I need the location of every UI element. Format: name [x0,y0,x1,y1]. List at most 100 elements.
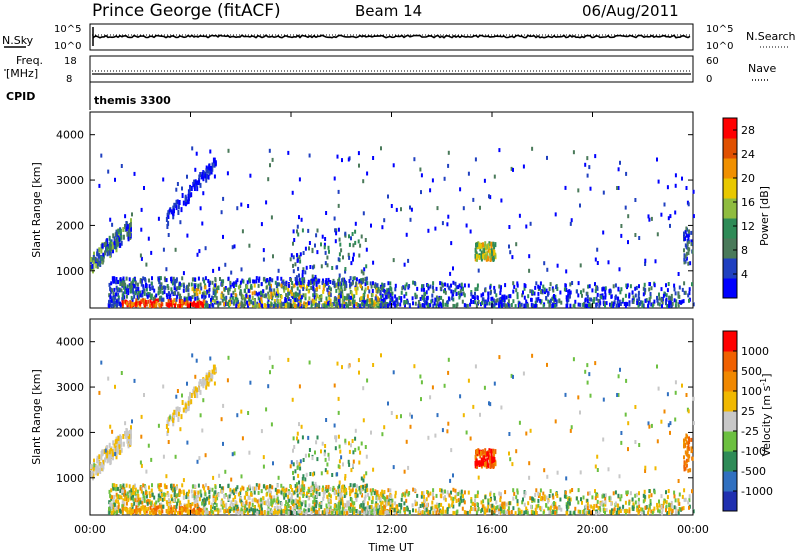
power-cell [158,278,161,282]
power-cell [687,293,690,298]
power-cell [377,286,380,291]
velocity-cell [448,493,451,498]
power-cell [675,299,678,304]
power-cell [111,276,114,281]
power-cell [637,294,640,299]
velocity-cell [263,501,266,506]
velocity-cell [304,453,307,458]
velocity-cell [108,457,111,463]
velocity-cell [510,510,513,514]
velocity-cell [384,497,387,502]
velocity-cell [108,489,111,494]
power-cell [292,300,295,305]
power-cell [435,295,438,300]
power-cell [296,278,299,283]
power-cell [201,303,204,307]
velocity-cell [648,504,651,509]
velocity-cell [262,496,265,501]
velocity-cell [658,509,661,514]
velocity-cell [346,502,349,507]
power-cell [394,287,397,292]
velocity-cell [584,504,587,509]
y-tick-label: 1000 [56,265,84,278]
power-cell [592,299,595,304]
power-cell [308,241,311,245]
velocity-cell [246,491,249,496]
power-cell [499,287,502,292]
power-cell [374,301,377,306]
velocity-cell [487,498,490,503]
power-cell [298,283,301,288]
power-cell [541,289,544,294]
noise-tick-low-right: 10^0 [706,41,733,52]
power-cell [135,298,138,303]
power-cell [352,252,355,257]
power-cell [632,297,635,302]
velocity-cell [211,502,214,507]
velocity-cell [364,489,367,494]
velocity-cell [408,491,411,495]
power-cell [369,303,372,308]
velocity-cell [534,507,537,512]
power-cell [364,287,367,292]
power-cell [165,217,168,222]
power-cell [534,285,537,290]
power-cell [554,294,557,299]
velocity-cell [200,493,203,498]
power-cell [648,297,651,302]
power-cell [146,294,149,299]
power-cell [341,303,344,308]
velocity-cell [214,507,217,512]
power-cell [494,252,497,258]
power-cell [690,230,693,235]
power-cell [626,283,629,288]
velocity-cell [459,496,462,501]
power-cell [556,263,559,268]
power-cell [363,304,366,309]
power-cell [149,298,152,303]
power-cell [609,289,612,294]
velocity-cell [162,504,165,509]
power-cell [137,287,140,292]
power-cell [310,280,312,285]
power-cell [452,280,455,285]
power-cell [274,293,277,298]
power-cell [380,298,383,303]
power-cell [691,282,693,287]
power-cell [667,216,670,221]
velocity-cell [474,454,477,460]
velocity-cell [268,486,271,491]
power-cell [296,229,298,234]
power-cell [219,301,222,306]
velocity-cell [406,507,409,512]
velocity-cell [103,449,106,455]
power-cell [252,301,255,306]
velocity-cell [139,497,142,502]
power-cell [132,290,135,295]
power-cell [204,246,207,251]
nsearch-label: N.Search [746,30,796,43]
velocity-cell [496,505,499,510]
power-cell [455,285,458,290]
power-cell [508,244,510,249]
power-cell [271,278,274,283]
velocity-cell [207,381,210,387]
power-cell [500,302,503,307]
power-cell [274,280,277,285]
power-cell [425,300,428,305]
velocity-cell [678,501,681,506]
velocity-cell [110,447,112,453]
velocity-cell [444,509,447,514]
velocity-cell [548,494,551,498]
power-cell [430,299,433,304]
power-cell [486,301,489,306]
velocity-cell [276,483,279,488]
velocity-cell [674,498,677,503]
velocity-cell [196,393,199,399]
velocity-cell [188,397,191,403]
power-cell [577,293,580,298]
power-cell [649,292,652,296]
velocity-cell [169,500,172,505]
velocity-cell [208,500,211,505]
velocity-cell [252,508,255,513]
